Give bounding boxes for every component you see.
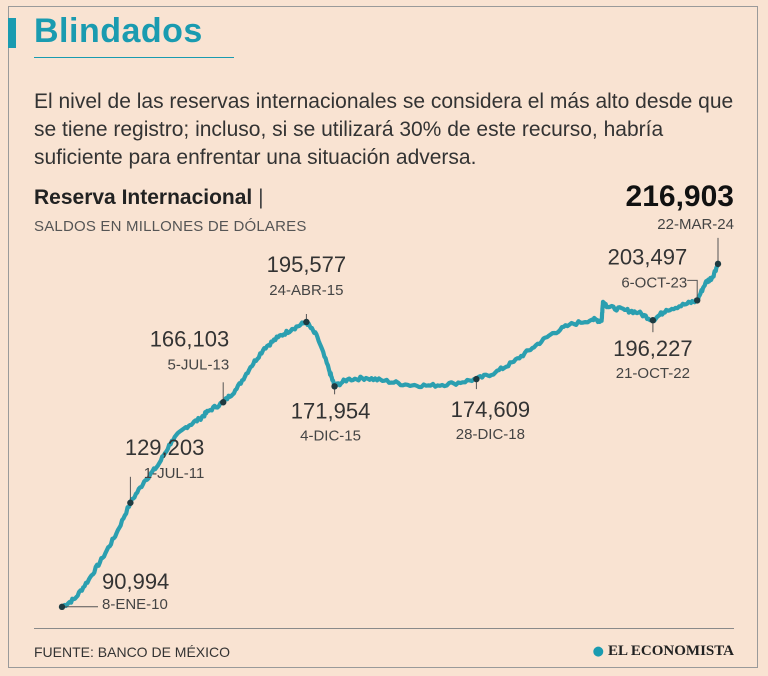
headline: Blindados (34, 12, 203, 50)
annotation-value-2: 166,103 (150, 326, 230, 351)
annotation-date-5: 28-DIC-18 (456, 426, 525, 443)
chart-subtitle: SALDOS EN MILLONES DE DÓLARES (34, 218, 307, 235)
annotation-point-4 (331, 383, 338, 390)
annotation-point-3 (303, 318, 310, 326)
annotation-date-7: 6-OCT-23 (621, 274, 687, 291)
headline-accent-bar (8, 18, 16, 48)
annotation-value-0: 90,994 (102, 569, 169, 594)
chart-title-text: Reserva Internacional (34, 186, 253, 209)
chart-title: Reserva Internacional | (34, 186, 264, 210)
annotation-date-0: 8-ENE-10 (102, 596, 168, 613)
footer-divider (34, 628, 734, 629)
publisher-logo: ● EL ECONOMISTA (593, 643, 734, 660)
annotation-point-6 (649, 317, 657, 324)
annotation-date-3: 24-ABR-15 (269, 282, 343, 299)
annotation-value-5: 174,609 (451, 397, 531, 422)
annotation-point-7 (694, 297, 701, 304)
chart-frame (8, 6, 758, 668)
source-note: FUENTE: BANCO DE MÉXICO (34, 644, 231, 660)
annotation-leader-7 (687, 279, 698, 301)
annotation-value-4: 171,954 (291, 398, 371, 423)
annotation-value-3: 195,577 (267, 252, 347, 277)
annotation-point-2 (220, 399, 227, 406)
latest-value: 216,903 (625, 180, 734, 213)
annotation-value-6: 196,227 (613, 336, 693, 361)
annotation-point-0 (58, 603, 66, 611)
publisher-name: EL ECONOMISTA (608, 643, 734, 659)
latest-date: 22-MAR-24 (657, 216, 734, 233)
annotation-date-4: 4-DIC-15 (300, 427, 361, 444)
annotation-value-1: 129,203 (125, 435, 205, 460)
annotation-date-2: 5-JUL-13 (168, 356, 230, 373)
headline-underline (34, 57, 234, 58)
annotation-point-8 (714, 260, 722, 268)
annotation-point-1 (127, 499, 134, 506)
dek-paragraph: El nivel de las reservas internacionales… (34, 90, 734, 169)
series-line-reserva (59, 261, 721, 609)
annotation-date-6: 21-OCT-22 (616, 365, 690, 382)
chart-title-separator: | (258, 186, 264, 209)
globe-icon: ● (592, 644, 604, 659)
annotation-point-5 (473, 375, 480, 383)
annotation-value-7: 203,497 (608, 244, 688, 269)
annotation-date-1: 1-JUL-11 (144, 465, 205, 482)
